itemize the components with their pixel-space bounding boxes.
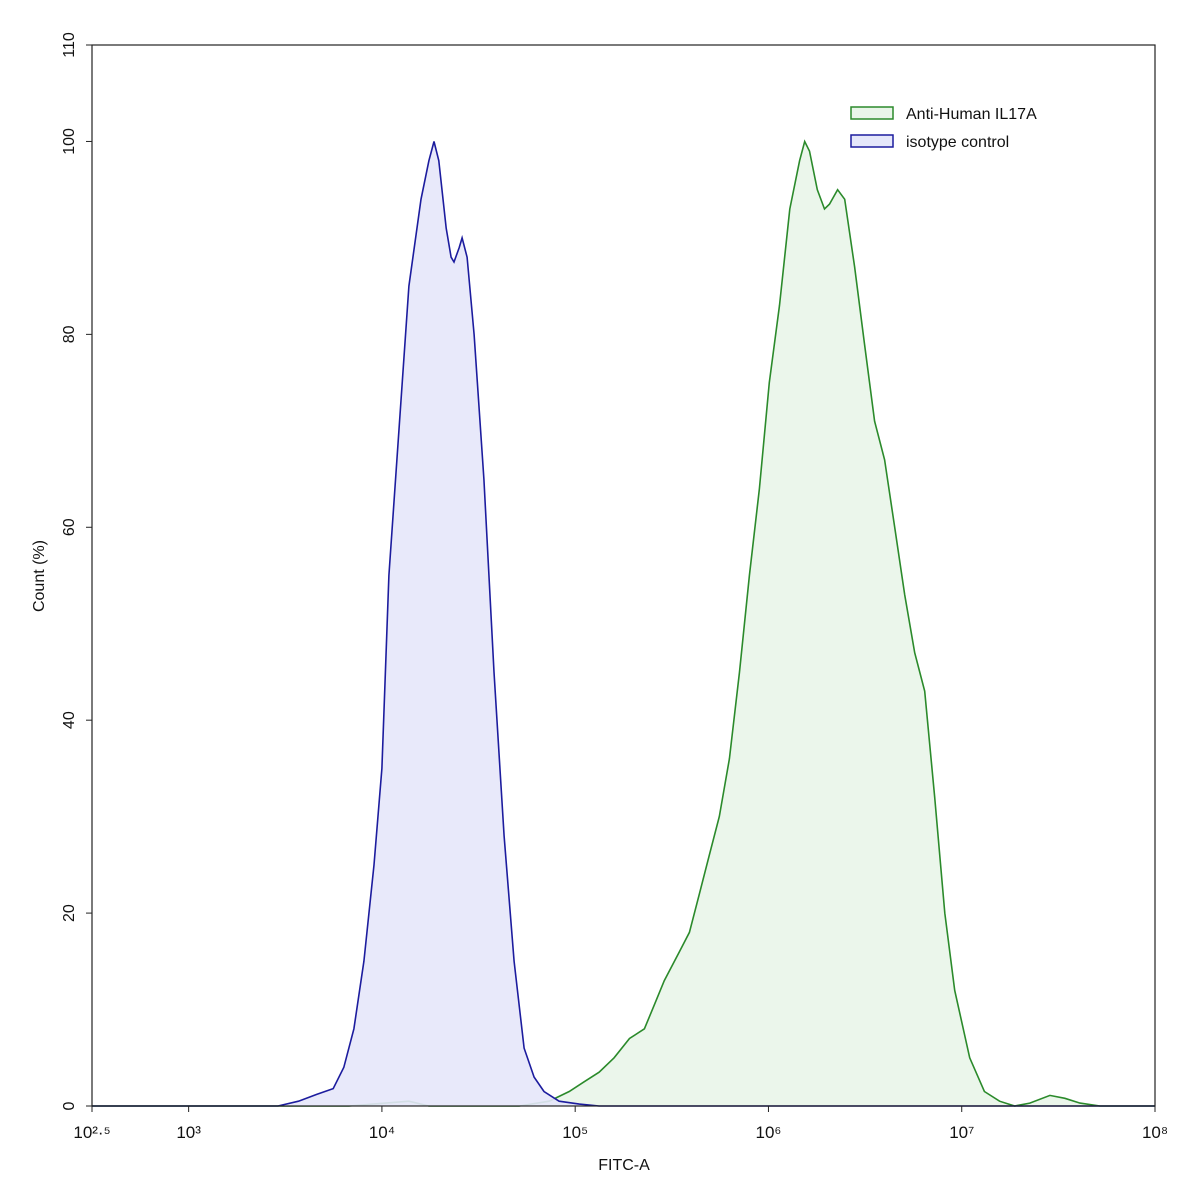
x-tick-label: 10²·⁵ — [73, 1123, 110, 1142]
area — [92, 141, 1155, 1106]
y-axis-label: Count (%) — [31, 540, 48, 612]
x-tick-label: 10³ — [176, 1123, 201, 1142]
plot-frame — [91, 44, 1156, 1107]
y-tick-label: 110 — [61, 32, 78, 58]
x-tick-label: 10⁶ — [755, 1123, 781, 1142]
x-tick-label: 10⁸ — [1142, 1123, 1168, 1142]
legend-swatch — [850, 134, 894, 148]
y-tick-label: 40 — [61, 711, 78, 729]
x-axis-label: FITC-A — [598, 1157, 650, 1174]
y-tick-label: 100 — [61, 128, 78, 155]
area — [92, 141, 1155, 1106]
y-tick-label: 60 — [61, 518, 78, 536]
legend-swatch — [850, 106, 894, 120]
x-tick-label: 10⁵ — [562, 1123, 588, 1142]
line — [92, 141, 1155, 1107]
legend-label: isotype control — [906, 134, 1009, 151]
x-tick-label: 10⁷ — [949, 1123, 974, 1142]
y-tick-label: 0 — [61, 1101, 78, 1110]
x-tick-label: 10⁴ — [369, 1123, 395, 1142]
y-tick-label: 80 — [61, 325, 78, 343]
legend-label: Anti-Human IL17A — [906, 106, 1037, 123]
y-tick-label: 20 — [61, 904, 78, 922]
line — [92, 139, 1155, 1107]
